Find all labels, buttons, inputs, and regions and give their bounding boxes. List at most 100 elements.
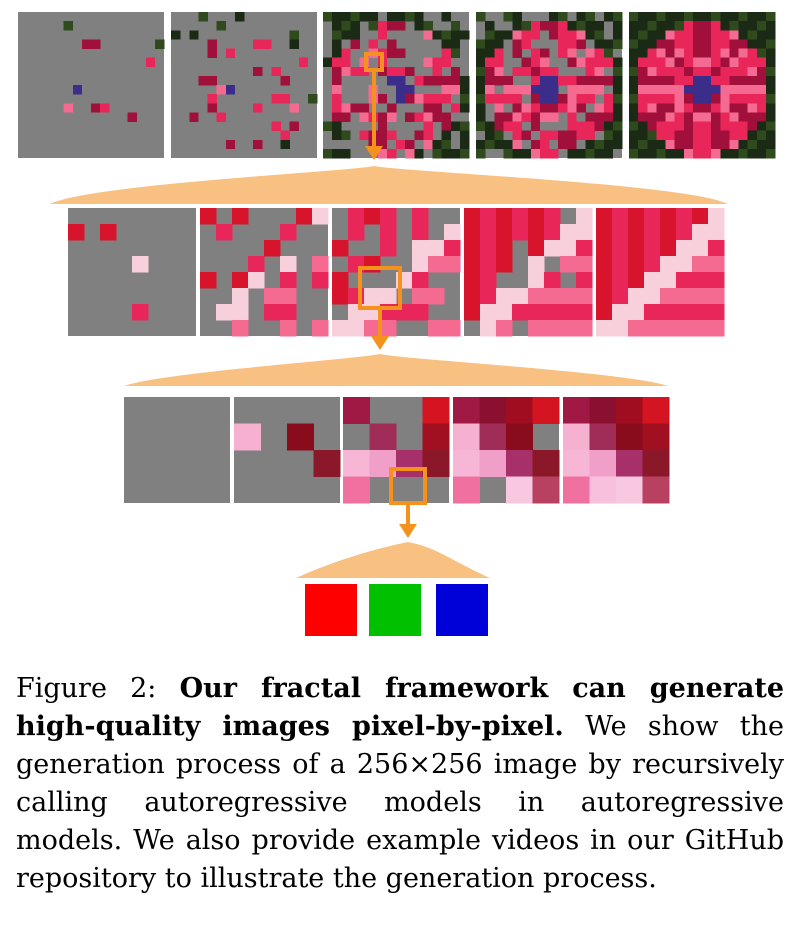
image-patch xyxy=(396,66,406,77)
image-patch xyxy=(638,30,648,40)
patch-cell xyxy=(628,320,645,337)
image-patch xyxy=(647,121,657,131)
image-patch xyxy=(711,21,721,31)
image-patch xyxy=(638,148,648,159)
image-patch xyxy=(530,112,541,122)
image-patch xyxy=(405,112,415,122)
image-patch xyxy=(450,48,461,58)
image-patch xyxy=(359,103,369,113)
image-patch xyxy=(638,48,648,58)
image-patch xyxy=(594,21,605,31)
image-patch xyxy=(756,139,767,150)
patch-cell xyxy=(480,320,497,337)
patch-cell xyxy=(692,240,709,257)
pixel-cell xyxy=(422,423,450,451)
image-patch xyxy=(567,21,577,31)
image-patch xyxy=(656,121,666,131)
image-patch xyxy=(441,148,452,159)
patch-cell xyxy=(596,224,613,241)
image-patch xyxy=(441,130,452,141)
image-patch xyxy=(729,139,739,150)
image-patch xyxy=(450,39,461,49)
patch-cell xyxy=(612,272,629,289)
image-patch xyxy=(441,139,452,150)
patch-cell xyxy=(660,256,677,273)
image-patch xyxy=(521,30,532,40)
image-patch xyxy=(207,39,217,49)
image-patch xyxy=(576,85,586,95)
image-patch xyxy=(765,148,776,159)
pixel-cell xyxy=(563,476,590,504)
image-patch xyxy=(629,112,639,122)
image-patch xyxy=(567,139,577,150)
patch-cell xyxy=(496,320,513,337)
image-patch xyxy=(711,85,721,95)
image-patch xyxy=(674,39,685,49)
image-patch xyxy=(747,130,758,141)
patch-cell xyxy=(660,208,677,225)
image-patch xyxy=(765,48,776,58)
image-patch xyxy=(459,148,470,159)
patch-cell xyxy=(412,304,429,321)
image-patch xyxy=(674,21,685,31)
image-patch xyxy=(638,39,648,49)
image-patch xyxy=(683,30,694,40)
image-patch xyxy=(530,121,541,131)
patch-cell xyxy=(708,240,725,257)
patch-cell xyxy=(560,320,577,337)
image-patch xyxy=(665,30,675,40)
image-patch xyxy=(638,66,648,77)
image-patch xyxy=(720,85,730,95)
image-patch xyxy=(747,57,758,68)
patch-cell xyxy=(480,224,497,241)
image-background xyxy=(18,12,164,158)
patch-cell xyxy=(232,320,249,337)
image-patch xyxy=(665,66,675,77)
image-patch xyxy=(656,12,666,22)
image-patch xyxy=(729,112,739,122)
patch-cell xyxy=(480,304,497,321)
pixel-cell xyxy=(589,450,617,477)
patch-cell xyxy=(496,224,513,241)
image-patch xyxy=(594,30,605,40)
image-patch xyxy=(332,121,342,131)
image-patch xyxy=(512,139,522,150)
image-patch xyxy=(405,94,415,104)
image-patch xyxy=(674,130,685,141)
image-patch xyxy=(341,148,351,159)
image-patch xyxy=(503,12,513,22)
patch-cell xyxy=(312,256,329,273)
image-patch xyxy=(576,121,586,131)
patch-cell xyxy=(660,224,677,241)
patch-cell xyxy=(280,320,297,337)
image-patch xyxy=(747,75,758,86)
patch-step-5 xyxy=(596,208,725,337)
patch-cell xyxy=(528,288,545,305)
image-patch xyxy=(665,112,675,122)
image-patch xyxy=(738,12,748,22)
patch-cell xyxy=(380,288,397,305)
image-patch xyxy=(332,21,342,31)
image-patch xyxy=(674,48,685,58)
image-patch xyxy=(702,21,712,31)
image-patch xyxy=(711,103,721,113)
image-patch xyxy=(476,148,486,159)
patch-cell xyxy=(692,224,709,241)
image-patch xyxy=(332,75,342,86)
image-step-2 xyxy=(171,12,318,158)
image-patch xyxy=(450,30,461,40)
patch-cell xyxy=(596,272,613,289)
image-patch xyxy=(341,66,351,77)
image-patch xyxy=(756,85,767,95)
image-patch xyxy=(521,66,532,77)
image-patch xyxy=(476,12,486,22)
image-patch xyxy=(549,103,559,113)
image-patch xyxy=(289,121,300,131)
image-patch xyxy=(441,85,452,95)
image-patch xyxy=(683,130,694,141)
patch-cell xyxy=(264,288,281,305)
image-patch xyxy=(207,75,217,86)
image-patch xyxy=(612,103,623,113)
patch-cell xyxy=(464,208,481,225)
patch-cell xyxy=(444,320,461,337)
